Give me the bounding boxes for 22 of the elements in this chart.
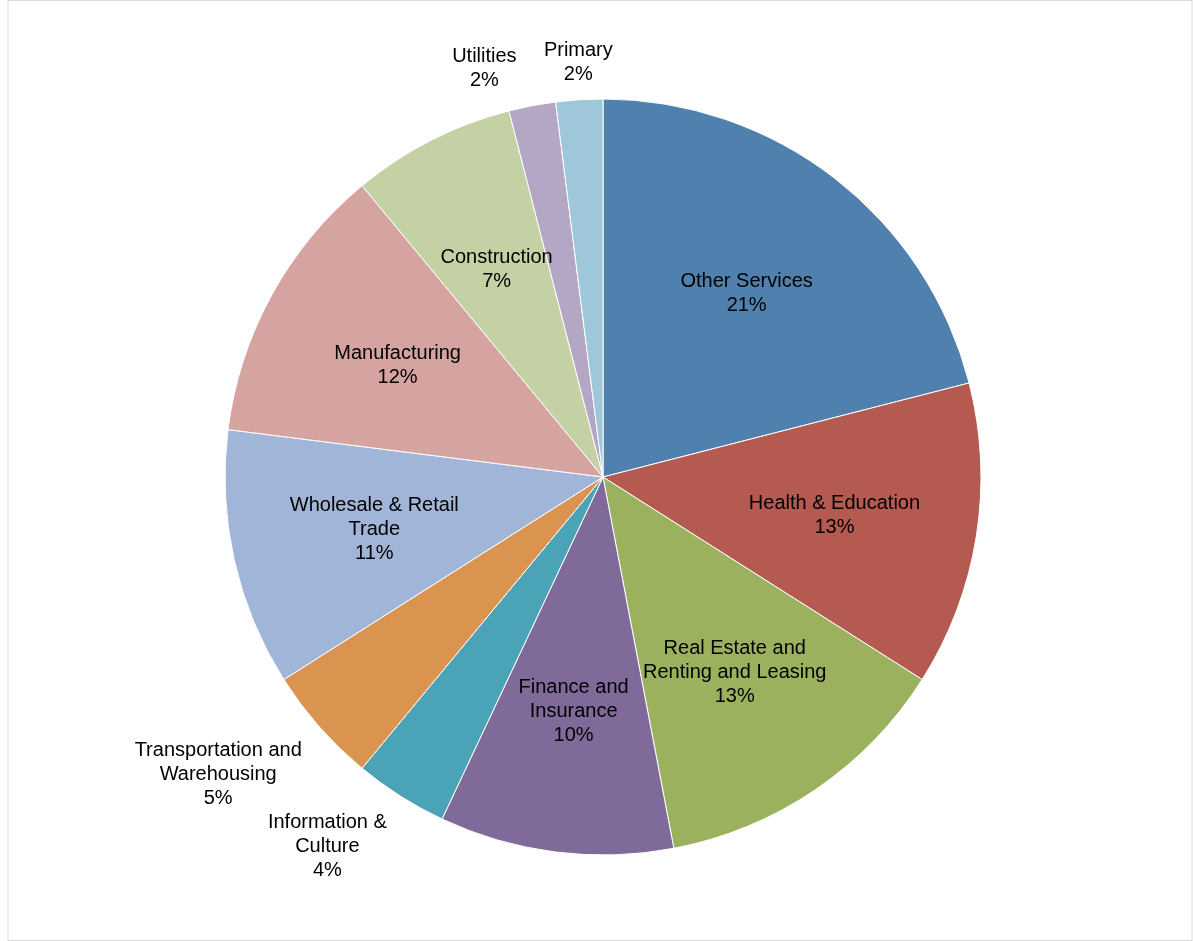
slice-label: Real Estate and Renting and Leasing [642,635,827,682]
slice-label: Utilities [452,43,517,66]
data-label: 4% [312,857,343,880]
slice-label: Transportation and Warehousing [134,737,302,784]
slice-label: Manufacturing [334,341,461,364]
slice-label: Other Services [680,268,813,291]
slice-label: Primary [543,37,613,60]
slice-label: Wholesale & Retail Trade [289,493,459,540]
data-label: 11% [355,541,394,564]
data-label: 21% [726,292,767,315]
slice-label: Finance and Insurance [518,674,629,721]
data-label: 13% [814,514,855,537]
data-label: 2% [563,61,593,84]
data-label: 7% [482,269,512,292]
slice-label: Information & Culture [267,809,388,856]
data-label: 13% [714,683,755,706]
data-label: 2% [469,67,500,90]
data-label: 10% [553,722,594,745]
data-label: 5% [203,785,233,808]
slice-label: Construction [440,245,553,268]
data-label: 12% [377,365,418,388]
slice-label: Health & Education [748,490,921,513]
